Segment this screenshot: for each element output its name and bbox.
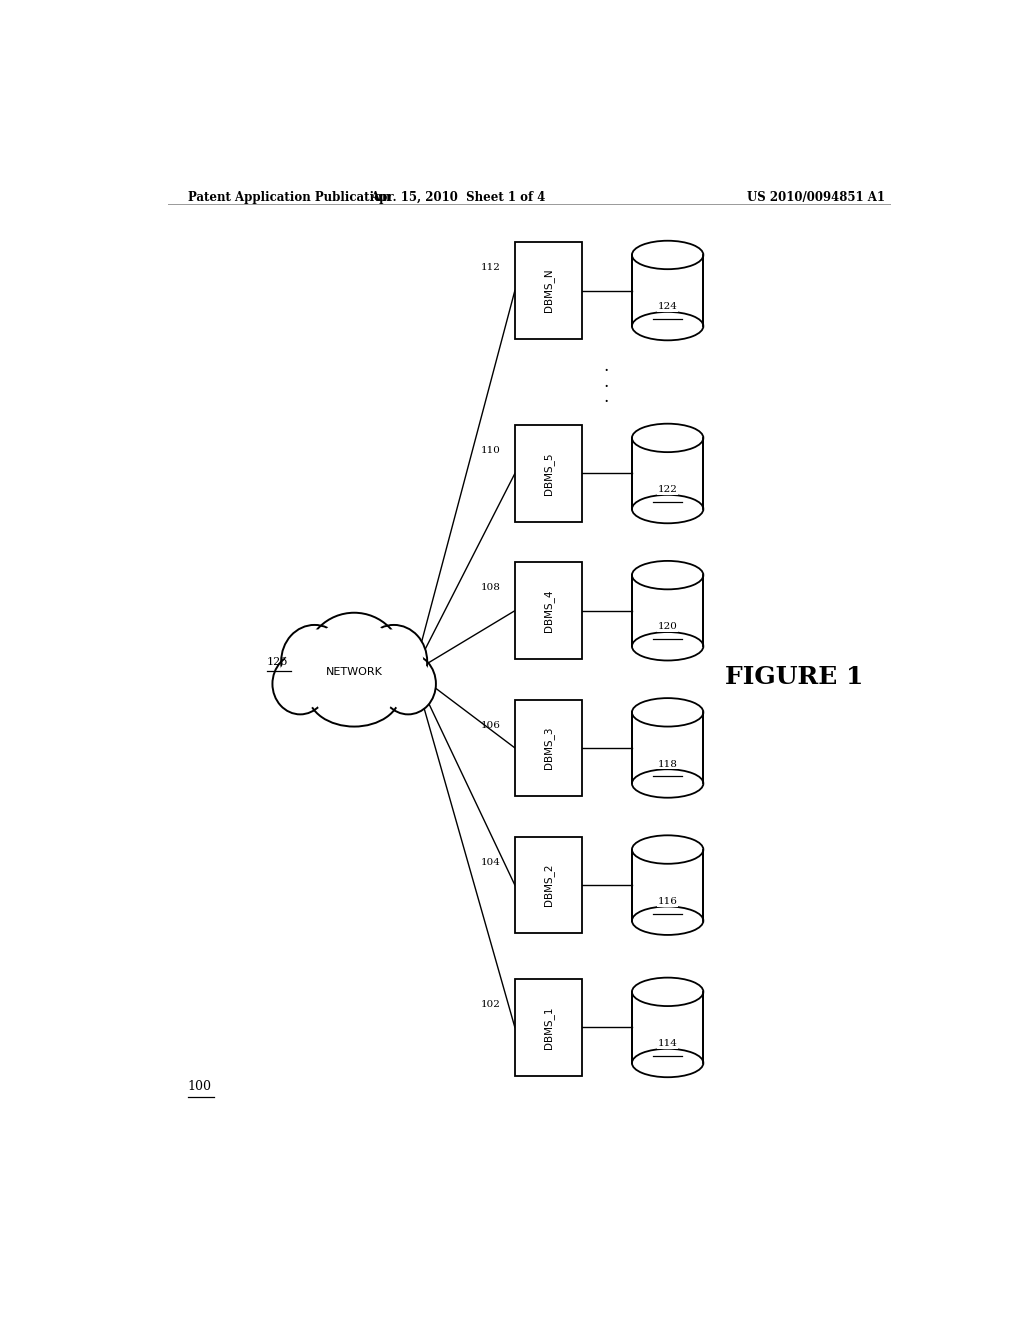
Ellipse shape	[632, 561, 703, 589]
Ellipse shape	[384, 657, 432, 710]
Ellipse shape	[311, 619, 397, 705]
Text: 124: 124	[657, 302, 678, 312]
Ellipse shape	[380, 653, 436, 714]
Text: DBMS_4: DBMS_4	[543, 590, 554, 632]
Bar	[632, 713, 703, 784]
Ellipse shape	[632, 1049, 703, 1077]
Ellipse shape	[632, 698, 703, 726]
Ellipse shape	[632, 424, 703, 453]
Text: 100: 100	[187, 1081, 212, 1093]
Text: FIGURE 1: FIGURE 1	[725, 665, 864, 689]
Text: 126: 126	[267, 656, 288, 667]
Text: .: .	[603, 374, 609, 391]
Text: DBMS_2: DBMS_2	[543, 863, 554, 907]
Bar	[632, 991, 703, 1063]
Bar	[515, 243, 583, 339]
Bar	[515, 979, 583, 1076]
Bar	[515, 425, 583, 521]
Ellipse shape	[632, 770, 703, 797]
Ellipse shape	[632, 312, 703, 341]
Bar	[515, 562, 583, 659]
Bar	[632, 850, 703, 921]
Ellipse shape	[313, 665, 394, 722]
Text: 110: 110	[481, 446, 501, 455]
Bar	[515, 837, 583, 933]
Ellipse shape	[632, 836, 703, 863]
Text: NETWORK: NETWORK	[326, 667, 383, 677]
Bar	[515, 700, 583, 796]
Bar	[632, 255, 703, 326]
Text: 120: 120	[657, 623, 678, 631]
Ellipse shape	[632, 632, 703, 660]
Ellipse shape	[360, 624, 427, 698]
Text: 104: 104	[481, 858, 501, 867]
Text: DBMS_5: DBMS_5	[543, 453, 554, 495]
Ellipse shape	[285, 630, 344, 694]
Text: .: .	[603, 389, 609, 405]
Text: DBMS_N: DBMS_N	[543, 269, 554, 313]
Ellipse shape	[365, 630, 423, 694]
Ellipse shape	[272, 653, 328, 714]
Text: 118: 118	[657, 760, 678, 768]
Text: Patent Application Publication: Patent Application Publication	[187, 191, 390, 203]
Text: 106: 106	[481, 721, 501, 730]
Ellipse shape	[632, 978, 703, 1006]
Text: 116: 116	[657, 896, 678, 906]
Text: DBMS_3: DBMS_3	[543, 727, 554, 770]
Text: DBMS_1: DBMS_1	[543, 1006, 554, 1048]
Text: .: .	[603, 358, 609, 375]
Ellipse shape	[632, 495, 703, 523]
Text: 112: 112	[481, 263, 501, 272]
Ellipse shape	[308, 661, 400, 726]
Text: Apr. 15, 2010  Sheet 1 of 4: Apr. 15, 2010 Sheet 1 of 4	[370, 191, 545, 203]
Ellipse shape	[275, 657, 325, 710]
Text: 102: 102	[481, 1001, 501, 1008]
Ellipse shape	[305, 612, 403, 710]
Bar	[632, 576, 703, 647]
Bar	[632, 438, 703, 510]
Ellipse shape	[632, 240, 703, 269]
Ellipse shape	[632, 907, 703, 935]
Text: 122: 122	[657, 486, 678, 494]
Text: US 2010/0094851 A1: US 2010/0094851 A1	[748, 191, 885, 203]
Text: 108: 108	[481, 583, 501, 593]
Text: 114: 114	[657, 1039, 678, 1048]
Ellipse shape	[282, 624, 348, 698]
